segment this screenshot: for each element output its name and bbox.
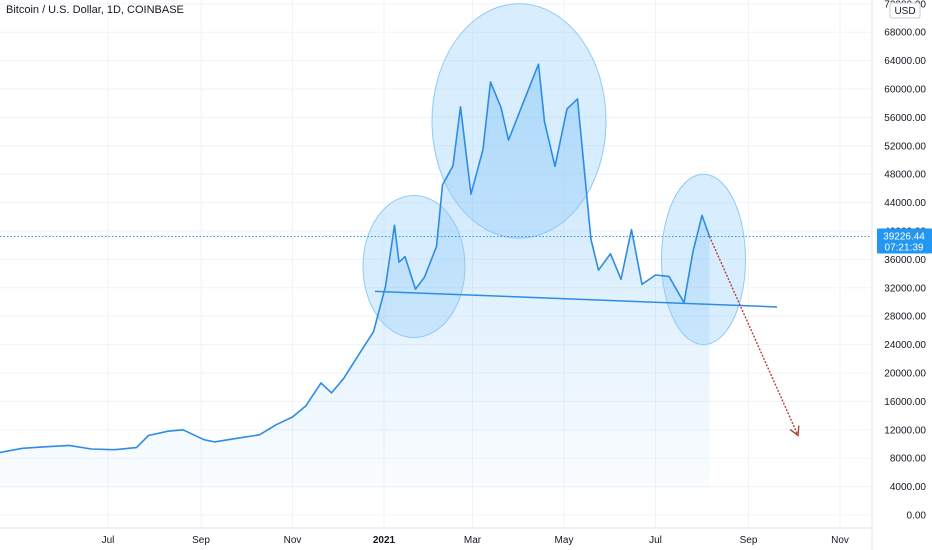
symbol-title[interactable]: Bitcoin / U.S. Dollar, 1D, COINBASE	[6, 4, 184, 16]
y-tick-label: 4000.00	[890, 482, 927, 493]
x-tick-label: Sep	[192, 535, 210, 546]
x-tick-label: Mar	[464, 535, 482, 546]
y-tick-label: 28000.00	[884, 312, 926, 323]
price-tag: 39226.44 07:21:39	[877, 228, 932, 254]
x-tick-label: Nov	[831, 535, 849, 546]
line-layer	[0, 63, 711, 454]
currency-label: USD	[894, 6, 915, 17]
projection-arrow[interactable]	[708, 236, 799, 436]
neckline[interactable]	[374, 290, 778, 308]
price-line	[0, 63, 711, 454]
y-tick-label: 56000.00	[884, 113, 926, 124]
y-tick-label: 8000.00	[890, 454, 927, 465]
x-tick-label: Sep	[740, 535, 758, 546]
right-shoulder-ellipse[interactable]	[661, 173, 746, 346]
y-tick-label: 24000.00	[884, 340, 926, 351]
left-shoulder-ellipse[interactable]	[362, 195, 466, 338]
y-tick-label: 16000.00	[884, 397, 926, 408]
y-tick-label: 48000.00	[884, 170, 926, 181]
y-tick-label: 32000.00	[884, 283, 926, 294]
x-tick-label: Jul	[102, 535, 115, 546]
x-tick-label: 2021	[373, 535, 396, 546]
y-tick-label: 60000.00	[884, 85, 926, 96]
projection-arrow-head	[789, 425, 800, 437]
price-area	[0, 64, 710, 488]
y-tick-label: 52000.00	[884, 141, 926, 152]
y-tick-label: 64000.00	[884, 56, 926, 67]
area-layer	[0, 64, 710, 488]
price-tag-countdown: 07:21:39	[885, 243, 924, 254]
y-tick-label: 0.00	[907, 511, 927, 522]
y-tick-label: 44000.00	[884, 198, 926, 209]
x-tick-label: Nov	[284, 535, 302, 546]
currency-badge-box	[889, 2, 921, 19]
price-tag-box	[877, 228, 932, 254]
y-tick-label: 20000.00	[884, 369, 926, 380]
price-tag-price: 39226.44	[883, 232, 925, 243]
x-tick-label: May	[555, 535, 574, 546]
y-tick-label: 12000.00	[884, 425, 926, 436]
x-tick-label: Jul	[649, 535, 662, 546]
currency-badge[interactable]: USD	[889, 2, 921, 19]
y-tick-label: 36000.00	[884, 255, 926, 266]
y-tick-label: 68000.00	[884, 28, 926, 39]
